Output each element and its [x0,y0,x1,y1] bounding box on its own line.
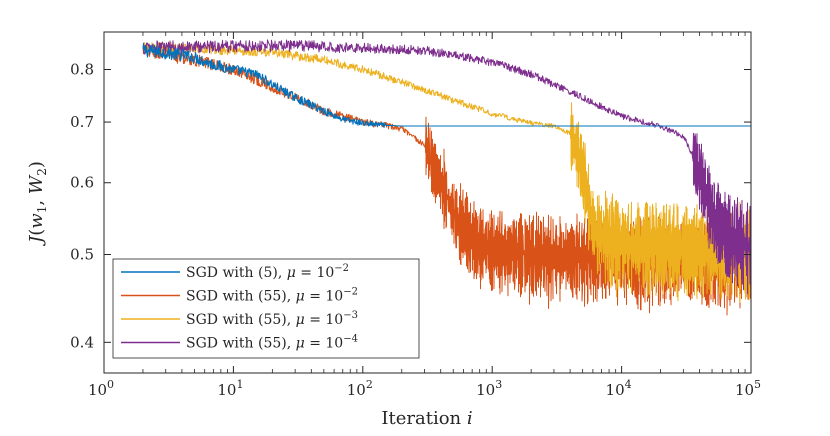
legend-label: SGD with (5), μ = 10−2 [186,263,349,281]
series-line-1 [142,43,751,129]
y-tick-label: 0.6 [70,174,94,192]
tick-labels: 100 101 102 103 104 105 0.4 0.5 0.6 0.7 0.8 [70,61,761,399]
series-layer [142,39,751,316]
y-tick-label: 0.5 [70,245,94,263]
x-tick-label: 103 [476,378,502,399]
y-axis-label: J(w1, W2) [26,161,49,247]
x-tick-label: 100 [88,378,114,399]
y-tick-label: 0.8 [70,61,94,79]
legend-label: SGD with (55), μ = 10−3 [186,310,358,328]
legend: SGD with (5), μ = 10−2 SGD with (55), μ =… [112,258,420,359]
x-tick-label: 102 [347,378,373,399]
legend-label: SGD with (55), μ = 10−4 [186,334,358,352]
plot-frame [103,31,752,374]
series-line-4 [142,39,751,295]
series-line-3 [142,42,751,303]
y-tick-label: 0.4 [70,333,94,351]
x-tick-label: 104 [606,378,632,399]
ticks-layer [103,32,752,373]
y-tick-label: 0.7 [70,113,94,131]
x-tick-label: 101 [217,378,243,399]
legend-label: SGD with (55), μ = 10−2 [186,287,358,305]
x-tick-label: 105 [735,378,761,399]
x-axis-label: Iteration i [381,408,472,429]
legend-box [112,258,420,359]
